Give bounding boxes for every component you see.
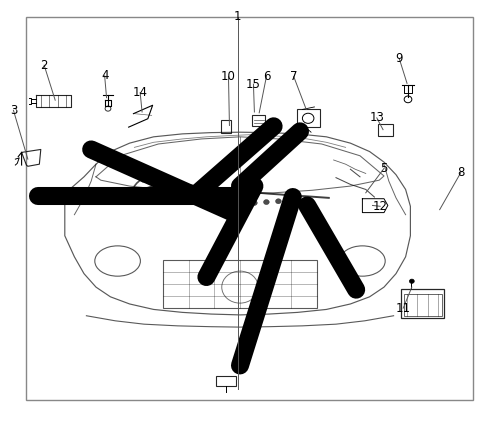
Text: 10: 10 (221, 70, 236, 83)
Bar (252, 115, 265, 126)
Bar (221, 120, 231, 133)
Text: 5: 5 (380, 162, 388, 175)
Circle shape (409, 279, 414, 283)
Text: 15: 15 (246, 78, 261, 91)
Text: 1: 1 (234, 11, 241, 23)
Circle shape (300, 200, 305, 205)
Text: 7: 7 (290, 70, 298, 83)
Circle shape (199, 195, 204, 200)
Text: 12: 12 (372, 200, 388, 213)
Text: 6: 6 (263, 70, 270, 83)
Text: 4: 4 (101, 69, 108, 82)
Circle shape (223, 200, 228, 205)
Bar (404, 294, 442, 316)
Circle shape (264, 200, 269, 205)
Circle shape (288, 200, 293, 205)
Text: 9: 9 (396, 53, 403, 65)
Text: 11: 11 (396, 302, 411, 314)
Bar (401, 289, 444, 318)
Circle shape (211, 197, 216, 203)
Text: 2: 2 (40, 59, 48, 72)
Bar (216, 376, 236, 386)
Text: 14: 14 (132, 86, 148, 99)
Bar (297, 109, 320, 127)
Circle shape (252, 200, 257, 205)
Bar (163, 260, 317, 308)
Text: 3: 3 (10, 104, 17, 117)
Circle shape (276, 199, 281, 204)
Text: 13: 13 (370, 112, 384, 124)
Bar (378, 124, 393, 136)
Text: 8: 8 (457, 166, 465, 179)
